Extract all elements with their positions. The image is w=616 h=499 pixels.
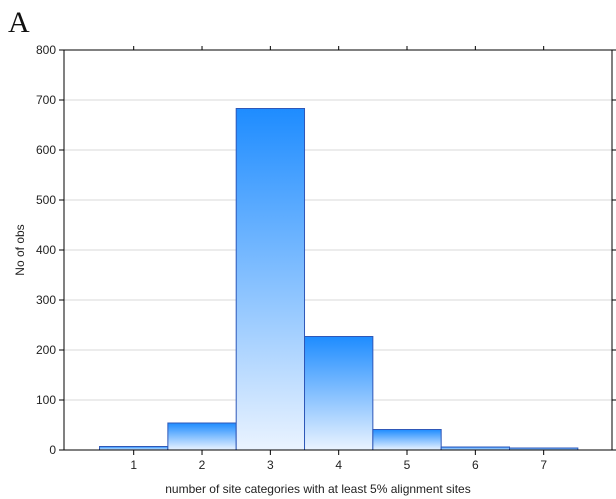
- axes: 0 100 200 300 400 500 600 700 800 1 2 3 4 5 6 7: [36, 43, 616, 472]
- panel-label: A: [8, 6, 30, 39]
- y-tick-label: 100: [36, 393, 56, 407]
- y-tick-label: 400: [36, 243, 56, 257]
- histogram-bar: [372, 429, 442, 451]
- y-tick-label: 500: [36, 193, 56, 207]
- x-tick-label: 6: [472, 458, 479, 472]
- histogram-bar: [99, 446, 169, 451]
- x-axis-title: number of site categories with at least …: [165, 482, 470, 496]
- x-tick-label: 1: [130, 458, 137, 472]
- y-tick-label: 600: [36, 143, 56, 157]
- y-tick-label: 800: [36, 43, 56, 57]
- histogram-bar: [167, 422, 237, 451]
- y-axis-title: No of obs: [13, 224, 27, 275]
- y-tick-label: 0: [49, 443, 56, 457]
- x-tick-label: 7: [540, 458, 547, 472]
- histogram-bar: [235, 108, 306, 451]
- x-tick-label: 2: [199, 458, 206, 472]
- x-tick-label: 4: [335, 458, 342, 472]
- y-tick-label: 700: [36, 93, 56, 107]
- x-tick-label: 5: [404, 458, 411, 472]
- x-tick-label: 3: [267, 458, 274, 472]
- bars: [99, 108, 579, 451]
- y-tick-label: 300: [36, 293, 56, 307]
- y-tick-label: 200: [36, 343, 56, 357]
- histogram-bar: [304, 336, 374, 451]
